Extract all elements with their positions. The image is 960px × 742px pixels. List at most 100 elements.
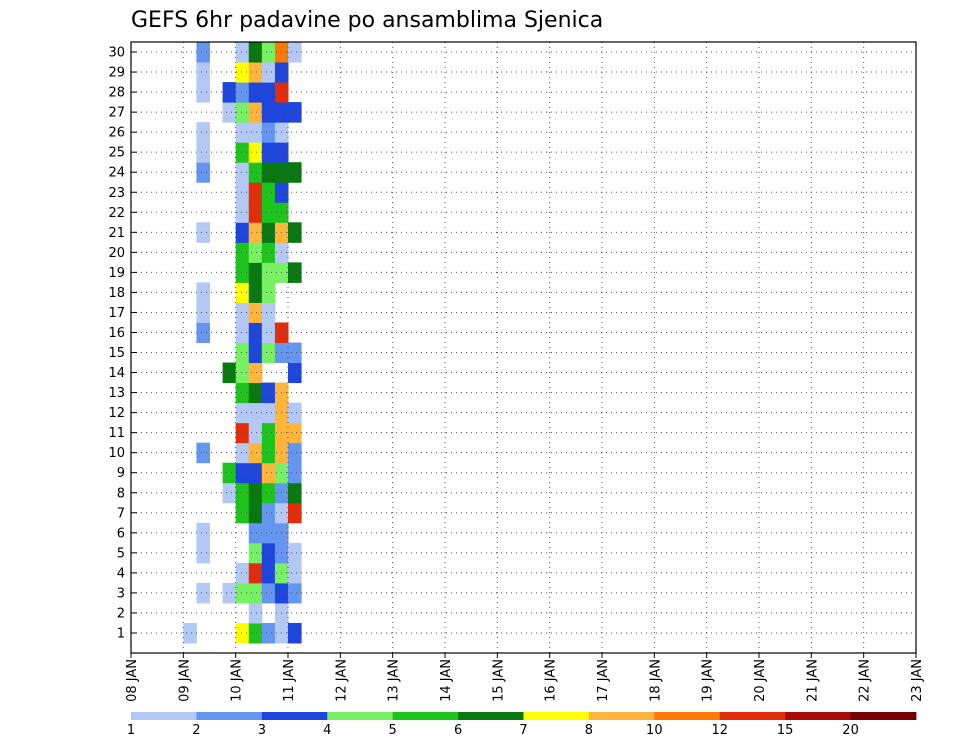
heatmap-cells <box>183 42 302 644</box>
chart-title: GEFS 6hr padavine po ansamblima Sjenica <box>131 8 603 33</box>
heatmap-cell <box>248 562 263 584</box>
y-tick-label: 9 <box>117 466 125 481</box>
y-tick-label: 3 <box>117 586 125 601</box>
y-tick-label: 8 <box>117 486 125 501</box>
y-tick-label: 10 <box>108 446 125 461</box>
heatmap-cell <box>288 162 302 183</box>
heatmap-cell <box>248 42 263 63</box>
heatmap-cell <box>261 582 276 604</box>
heatmap-cell <box>261 622 276 644</box>
heatmap-cell <box>235 362 250 384</box>
x-tick-label: 19 JAN <box>701 659 716 702</box>
x-tick-label: 10 JAN <box>230 659 245 702</box>
y-tick-label: 12 <box>108 406 125 421</box>
legend-swatch <box>196 712 263 720</box>
heatmap-cell <box>288 102 302 123</box>
heatmap-cell <box>235 322 250 343</box>
heatmap-cell <box>248 442 263 464</box>
heatmap-cell <box>248 222 263 243</box>
plot-frame <box>130 41 917 654</box>
legend-swatch <box>785 712 851 720</box>
heatmap-cell <box>261 282 276 303</box>
heatmap-cell <box>235 482 250 504</box>
heatmap-cell <box>261 102 276 123</box>
heatmap-cell <box>183 622 197 644</box>
heatmap-cell <box>261 342 276 364</box>
heatmap-cell <box>288 622 302 644</box>
heatmap-cell <box>261 162 276 183</box>
heatmap-cell <box>235 82 250 103</box>
heatmap-cell <box>235 142 250 163</box>
heatmap-cell <box>288 42 302 63</box>
legend-label: 15 <box>777 723 794 738</box>
x-tick-label: 21 JAN <box>805 659 820 702</box>
heatmap-cell <box>288 222 302 243</box>
heatmap-cell <box>248 382 263 404</box>
heatmap-cell <box>248 162 263 183</box>
heatmap-cell <box>248 582 263 604</box>
heatmap-cell <box>248 502 263 524</box>
x-axis-ticks: 08 JAN 09 JAN 10 JAN 11 JAN 12 JAN 13 JAN 14 J… <box>125 653 925 702</box>
heatmap-cell <box>222 102 237 123</box>
heatmap-cell <box>261 62 276 83</box>
heatmap-cell <box>288 562 302 584</box>
heatmap-cell <box>288 422 302 444</box>
heatmap-cell <box>248 62 263 83</box>
heatmap-cell <box>196 222 210 243</box>
y-tick-label: 29 <box>108 66 125 81</box>
heatmap-cell <box>235 582 250 604</box>
heatmap-cell <box>288 482 302 504</box>
heatmap-cell <box>222 362 237 384</box>
y-tick-label: 26 <box>108 126 125 141</box>
y-tick-label: 1 <box>117 626 125 641</box>
legend-swatch <box>588 712 655 720</box>
heatmap-cell <box>248 462 263 484</box>
heatmap-cell <box>235 382 250 404</box>
heatmap-cell <box>248 602 263 624</box>
x-tick-label: 11 JAN <box>282 659 297 702</box>
heatmap-cell <box>248 102 263 123</box>
heatmap-cell <box>248 202 263 223</box>
heatmap-cell <box>235 222 250 243</box>
heatmap-cell <box>235 562 250 584</box>
y-tick-label: 28 <box>108 86 125 101</box>
heatmap-cell <box>196 142 210 163</box>
y-tick-label: 5 <box>117 546 125 561</box>
heatmap-cell <box>196 42 210 63</box>
y-tick-label: 25 <box>108 146 125 161</box>
heatmap-cell <box>248 542 263 564</box>
heatmap-cell <box>261 222 276 243</box>
y-tick-label: 11 <box>108 426 125 441</box>
heatmap-cell <box>288 342 302 364</box>
x-tick-label: 09 JAN <box>177 659 192 702</box>
legend-swatch <box>327 712 394 720</box>
legend-swatch <box>261 712 328 720</box>
heatmap-cell <box>235 622 250 644</box>
y-tick-label: 18 <box>108 286 125 301</box>
heatmap-cell <box>248 422 263 444</box>
heatmap-cell <box>196 82 210 103</box>
heatmap-cell <box>248 142 263 163</box>
heatmap-cell <box>248 362 263 384</box>
heatmap-cell <box>288 462 302 484</box>
x-tick-label: 16 JAN <box>544 659 559 702</box>
heatmap-cell <box>235 122 250 143</box>
heatmap-cell <box>248 262 263 283</box>
y-tick-label: 2 <box>117 606 125 621</box>
heatmap-cell <box>248 182 263 203</box>
heatmap-cell <box>261 482 276 504</box>
legend-label: 6 <box>454 723 462 738</box>
color-legend: 1 2 3 4 5 6 7 8 10 12 15 20 <box>127 712 917 738</box>
heatmap-cell <box>235 462 250 484</box>
heatmap-cell <box>248 282 263 303</box>
heatmap-cell <box>288 262 302 283</box>
legend-swatch <box>131 712 197 720</box>
x-tick-label: 22 JAN <box>858 659 873 702</box>
heatmap-cell <box>248 82 263 103</box>
heatmap-cell <box>196 582 210 604</box>
heatmap-cell <box>235 402 250 424</box>
heatmap-cell <box>235 342 250 364</box>
y-tick-label: 17 <box>108 306 125 321</box>
heatmap-cell <box>248 242 263 263</box>
legend-swatch <box>458 712 524 720</box>
